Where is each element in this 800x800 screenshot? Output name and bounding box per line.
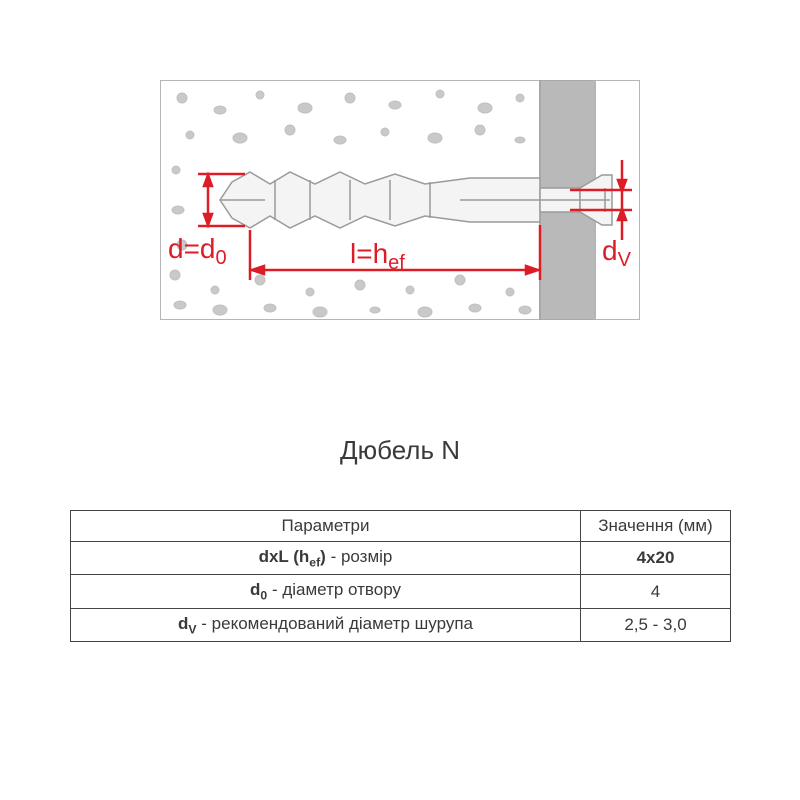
table-header-param: Параметри (71, 511, 581, 542)
row-param: dV - рекомендований діаметр шурупа (71, 608, 581, 641)
table-row: dxL (hef) - розмір 4x20 (71, 542, 731, 575)
row-val: 2,5 - 3,0 (581, 608, 731, 641)
diagram-svg: d=d0 l=hef dV (160, 80, 640, 320)
anchor-diagram: d=d0 l=hef dV (160, 80, 640, 320)
row-param: dxL (hef) - розмір (71, 542, 581, 575)
table-row: d0 - діаметр отвору 4 (71, 575, 731, 608)
row-param: d0 - діаметр отвору (71, 575, 581, 608)
row-val: 4x20 (581, 542, 731, 575)
product-title: Дюбель N (0, 435, 800, 466)
table-row: dV - рекомендований діаметр шурупа 2,5 -… (71, 608, 731, 641)
table-header-val: Значення (мм) (581, 511, 731, 542)
row-val: 4 (581, 575, 731, 608)
spec-table: Параметри Значення (мм) dxL (hef) - розм… (70, 510, 730, 642)
